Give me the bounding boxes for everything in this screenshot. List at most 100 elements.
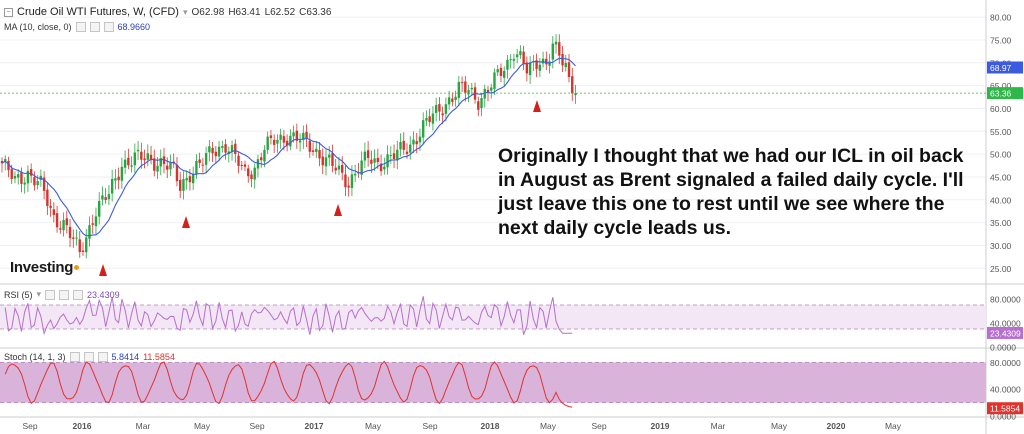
candle-body — [98, 201, 101, 217]
candle-body — [78, 239, 81, 253]
ma-series-line — [1, 57, 576, 237]
candle-body — [493, 72, 496, 89]
candle-body — [201, 164, 205, 166]
candle-body — [179, 179, 182, 191]
ma-last-label: 68.97 — [990, 63, 1012, 73]
candle-body — [62, 219, 65, 231]
candle-body — [166, 165, 169, 170]
collapse-icon[interactable]: − — [4, 7, 13, 17]
candle-body — [370, 159, 373, 164]
candle-body — [545, 58, 548, 65]
chevron-down-icon[interactable]: ▾ — [182, 6, 188, 17]
close-icon[interactable] — [73, 289, 84, 300]
candle-body — [285, 140, 289, 146]
candle-body — [292, 132, 295, 137]
candle-body — [295, 130, 299, 141]
candle-body — [308, 140, 311, 152]
ohlc-close: C63.36 — [299, 6, 332, 18]
candle-body — [250, 174, 253, 179]
candle-body — [506, 59, 509, 70]
ohlc-high: H63.41 — [228, 6, 261, 18]
investing-logo: Investing — [10, 259, 80, 276]
candle-body — [162, 156, 166, 165]
candle-body — [149, 154, 153, 161]
time-tick-label: Sep — [591, 421, 606, 431]
candle-body — [198, 159, 201, 163]
rsi-series-line — [4, 296, 573, 336]
candle-body — [114, 178, 117, 181]
eye-icon[interactable] — [69, 352, 80, 362]
stoch-d-value: 11.5854 — [143, 352, 175, 362]
eye-icon[interactable] — [75, 22, 86, 32]
candle-body — [512, 58, 516, 61]
candle-body — [535, 60, 538, 69]
stoch-last-label-bg — [987, 402, 1023, 415]
candle-body — [341, 164, 344, 173]
candle-body — [10, 169, 13, 179]
candle-body — [107, 194, 111, 200]
candle-body — [4, 159, 7, 162]
rsi-line — [4, 296, 573, 336]
candle-body — [383, 166, 386, 170]
candle-body — [467, 90, 470, 95]
candle-body — [182, 179, 185, 191]
annotation-text: Originally I thought that we had our ICL… — [498, 145, 964, 239]
time-tick-label: May — [365, 421, 382, 431]
price-tick-label: 25.00 — [990, 264, 1012, 274]
candle-body — [470, 87, 473, 90]
settings-icon[interactable] — [59, 289, 70, 300]
price-tick-label: 75.00 — [990, 35, 1012, 45]
cycle-low-marker — [182, 216, 190, 228]
time-tick-label: Sep — [422, 421, 437, 431]
last-price-label-bg — [987, 87, 1023, 100]
candle-body — [136, 149, 140, 152]
candle-body — [373, 158, 376, 163]
candle-body — [347, 185, 350, 188]
candle-body — [120, 166, 124, 181]
settings-icon[interactable] — [83, 352, 94, 362]
candle-body — [315, 148, 318, 153]
candle-body — [195, 161, 198, 175]
candle-body — [490, 87, 493, 91]
price-tick-label: 55.00 — [990, 127, 1012, 137]
close-icon[interactable] — [97, 352, 108, 362]
stoch-tick-label: 0.0000 — [990, 412, 1016, 422]
candle-body — [211, 147, 214, 154]
candle-body — [350, 174, 354, 188]
candle-body — [441, 113, 444, 116]
candle-body — [451, 98, 454, 102]
candle-body — [256, 159, 260, 169]
candle-body — [146, 153, 149, 160]
rsi-tick-label: 80.0000 — [990, 295, 1021, 305]
candle-body — [376, 157, 380, 163]
candle-body — [525, 62, 529, 74]
candle-body — [477, 101, 480, 110]
price-tick-label: 50.00 — [990, 150, 1012, 160]
candle-body — [243, 164, 247, 167]
time-axis: Sep 2016 Mar May Sep 2017 May Sep 2018 May Sep 2019… — [22, 421, 901, 431]
close-icon[interactable] — [103, 22, 114, 32]
candle-body — [571, 76, 574, 94]
settings-icon[interactable] — [89, 22, 100, 32]
candle-body — [392, 153, 396, 159]
candle-body — [561, 53, 564, 66]
candle-body — [554, 41, 558, 45]
chevron-down-icon[interactable]: ▾ — [36, 289, 42, 299]
time-tick-label: May — [540, 421, 557, 431]
candle-body — [360, 160, 363, 175]
candle-body — [0, 160, 4, 164]
candle-body — [318, 150, 321, 159]
candle-body — [447, 97, 451, 105]
ohlc-open: O62.98 — [191, 6, 225, 18]
candle-body — [156, 165, 159, 172]
rsi-last-label-bg — [987, 326, 1023, 339]
eye-icon[interactable] — [45, 289, 56, 300]
price-tick-label: 30.00 — [990, 241, 1012, 251]
candle-body — [65, 218, 68, 226]
rsi-label: RSI (5) — [4, 289, 33, 300]
stoch-tick-label: 40.0000 — [990, 385, 1021, 395]
ma-last-label-bg — [987, 61, 1023, 74]
candle-body — [321, 156, 324, 166]
rsi-last-label: 23.4309 — [990, 328, 1021, 338]
candle-body — [204, 153, 208, 165]
